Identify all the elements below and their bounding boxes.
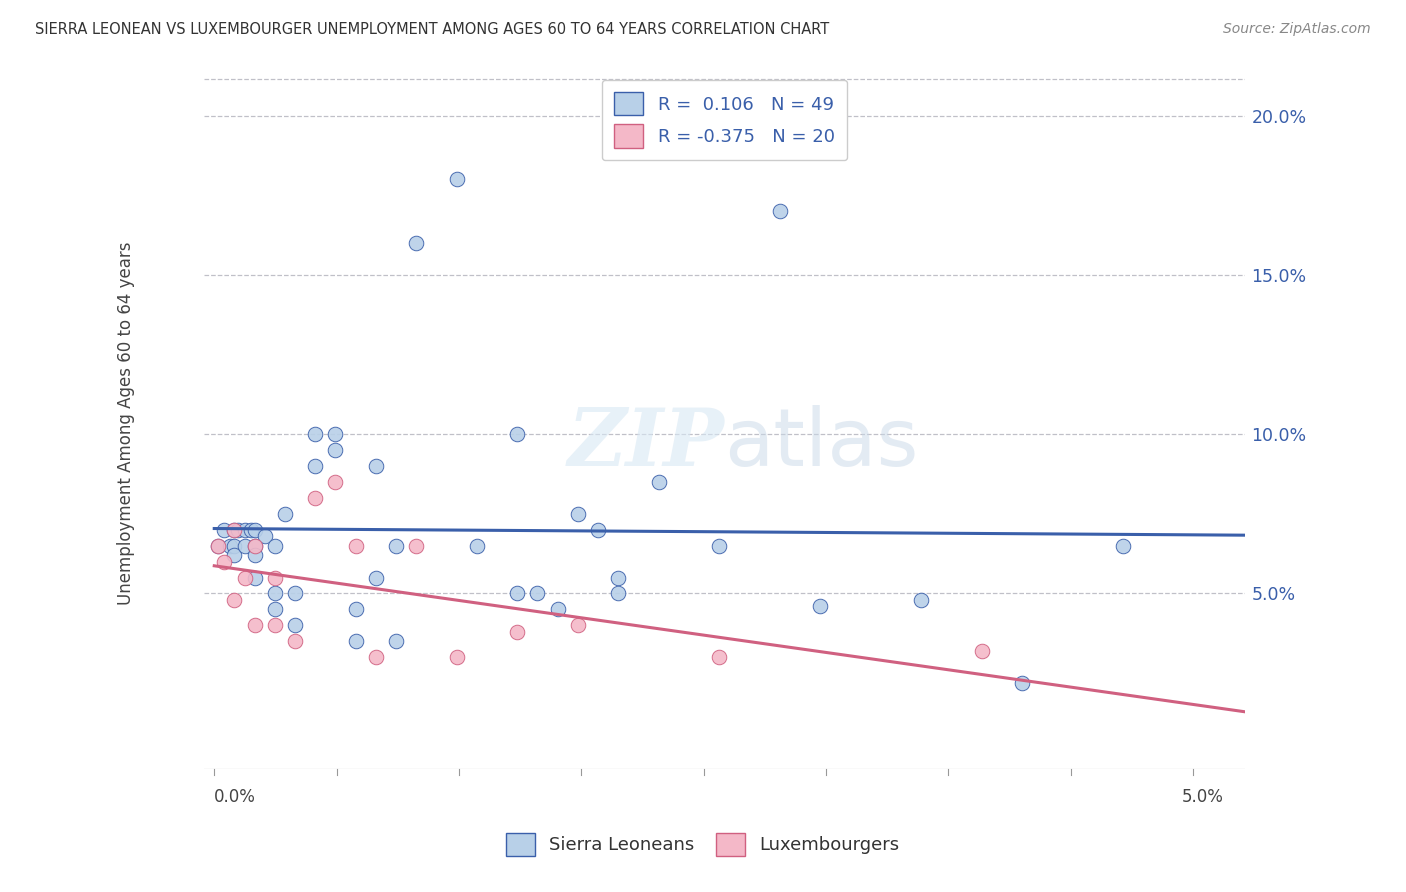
Point [224,523,246,537]
Point [808,599,831,614]
Point [233,523,256,537]
Point [233,570,256,584]
Point [344,634,367,648]
Point [446,172,468,186]
Point [224,548,246,562]
Point [243,548,266,562]
Point [465,539,488,553]
Point [284,618,307,632]
Point [243,539,266,553]
Point [364,458,387,473]
Point [647,475,669,489]
Text: 0.0%: 0.0% [214,788,256,805]
Point [586,523,609,537]
Point [304,427,326,442]
Point [709,539,731,553]
Point [344,539,367,553]
Point [506,624,529,639]
Point [263,539,285,553]
Point [263,570,285,584]
Point [304,491,326,505]
Text: ZIP: ZIP [568,405,724,483]
Point [233,539,256,553]
Point [219,539,242,553]
Point [243,618,266,632]
Point [253,529,276,543]
Point [207,539,229,553]
Point [364,570,387,584]
Point [304,458,326,473]
Point [224,523,246,537]
Point [284,634,307,648]
Point [325,475,347,489]
Point [1112,539,1135,553]
Point [385,539,408,553]
Point [607,586,630,600]
Point [239,523,262,537]
Point [263,586,285,600]
Point [970,644,993,658]
Point [1011,675,1033,690]
Point [224,592,246,607]
Point [325,443,347,458]
Point [405,236,427,251]
Text: 5.0%: 5.0% [1182,788,1225,805]
Point [243,523,266,537]
Point [910,592,932,607]
Legend: R =  0.106   N = 49, R = -0.375   N = 20: R = 0.106 N = 49, R = -0.375 N = 20 [602,79,848,161]
Text: SIERRA LEONEAN VS LUXEMBOURGER UNEMPLOYMENT AMONG AGES 60 TO 64 YEARS CORRELATIO: SIERRA LEONEAN VS LUXEMBOURGER UNEMPLOYM… [35,22,830,37]
Point [224,539,246,553]
Point [567,618,589,632]
Point [214,555,236,569]
Point [506,427,529,442]
Point [709,650,731,665]
Point [364,650,387,665]
Point [284,586,307,600]
Point [243,539,266,553]
Point [405,539,427,553]
Text: Unemployment Among Ages 60 to 64 years: Unemployment Among Ages 60 to 64 years [117,242,135,605]
Point [228,523,250,537]
Point [446,650,468,665]
Point [506,586,529,600]
Point [607,570,630,584]
Point [769,204,792,219]
Point [325,427,347,442]
Point [547,602,569,616]
Point [526,586,548,600]
Point [263,602,285,616]
Legend: Sierra Leoneans, Luxembourgers: Sierra Leoneans, Luxembourgers [498,824,908,865]
Text: Source: ZipAtlas.com: Source: ZipAtlas.com [1223,22,1371,37]
Text: atlas: atlas [724,405,918,483]
Point [274,507,297,521]
Point [344,602,367,616]
Point [567,507,589,521]
Point [243,570,266,584]
Point [263,618,285,632]
Point [385,634,408,648]
Point [207,539,229,553]
Point [214,523,236,537]
